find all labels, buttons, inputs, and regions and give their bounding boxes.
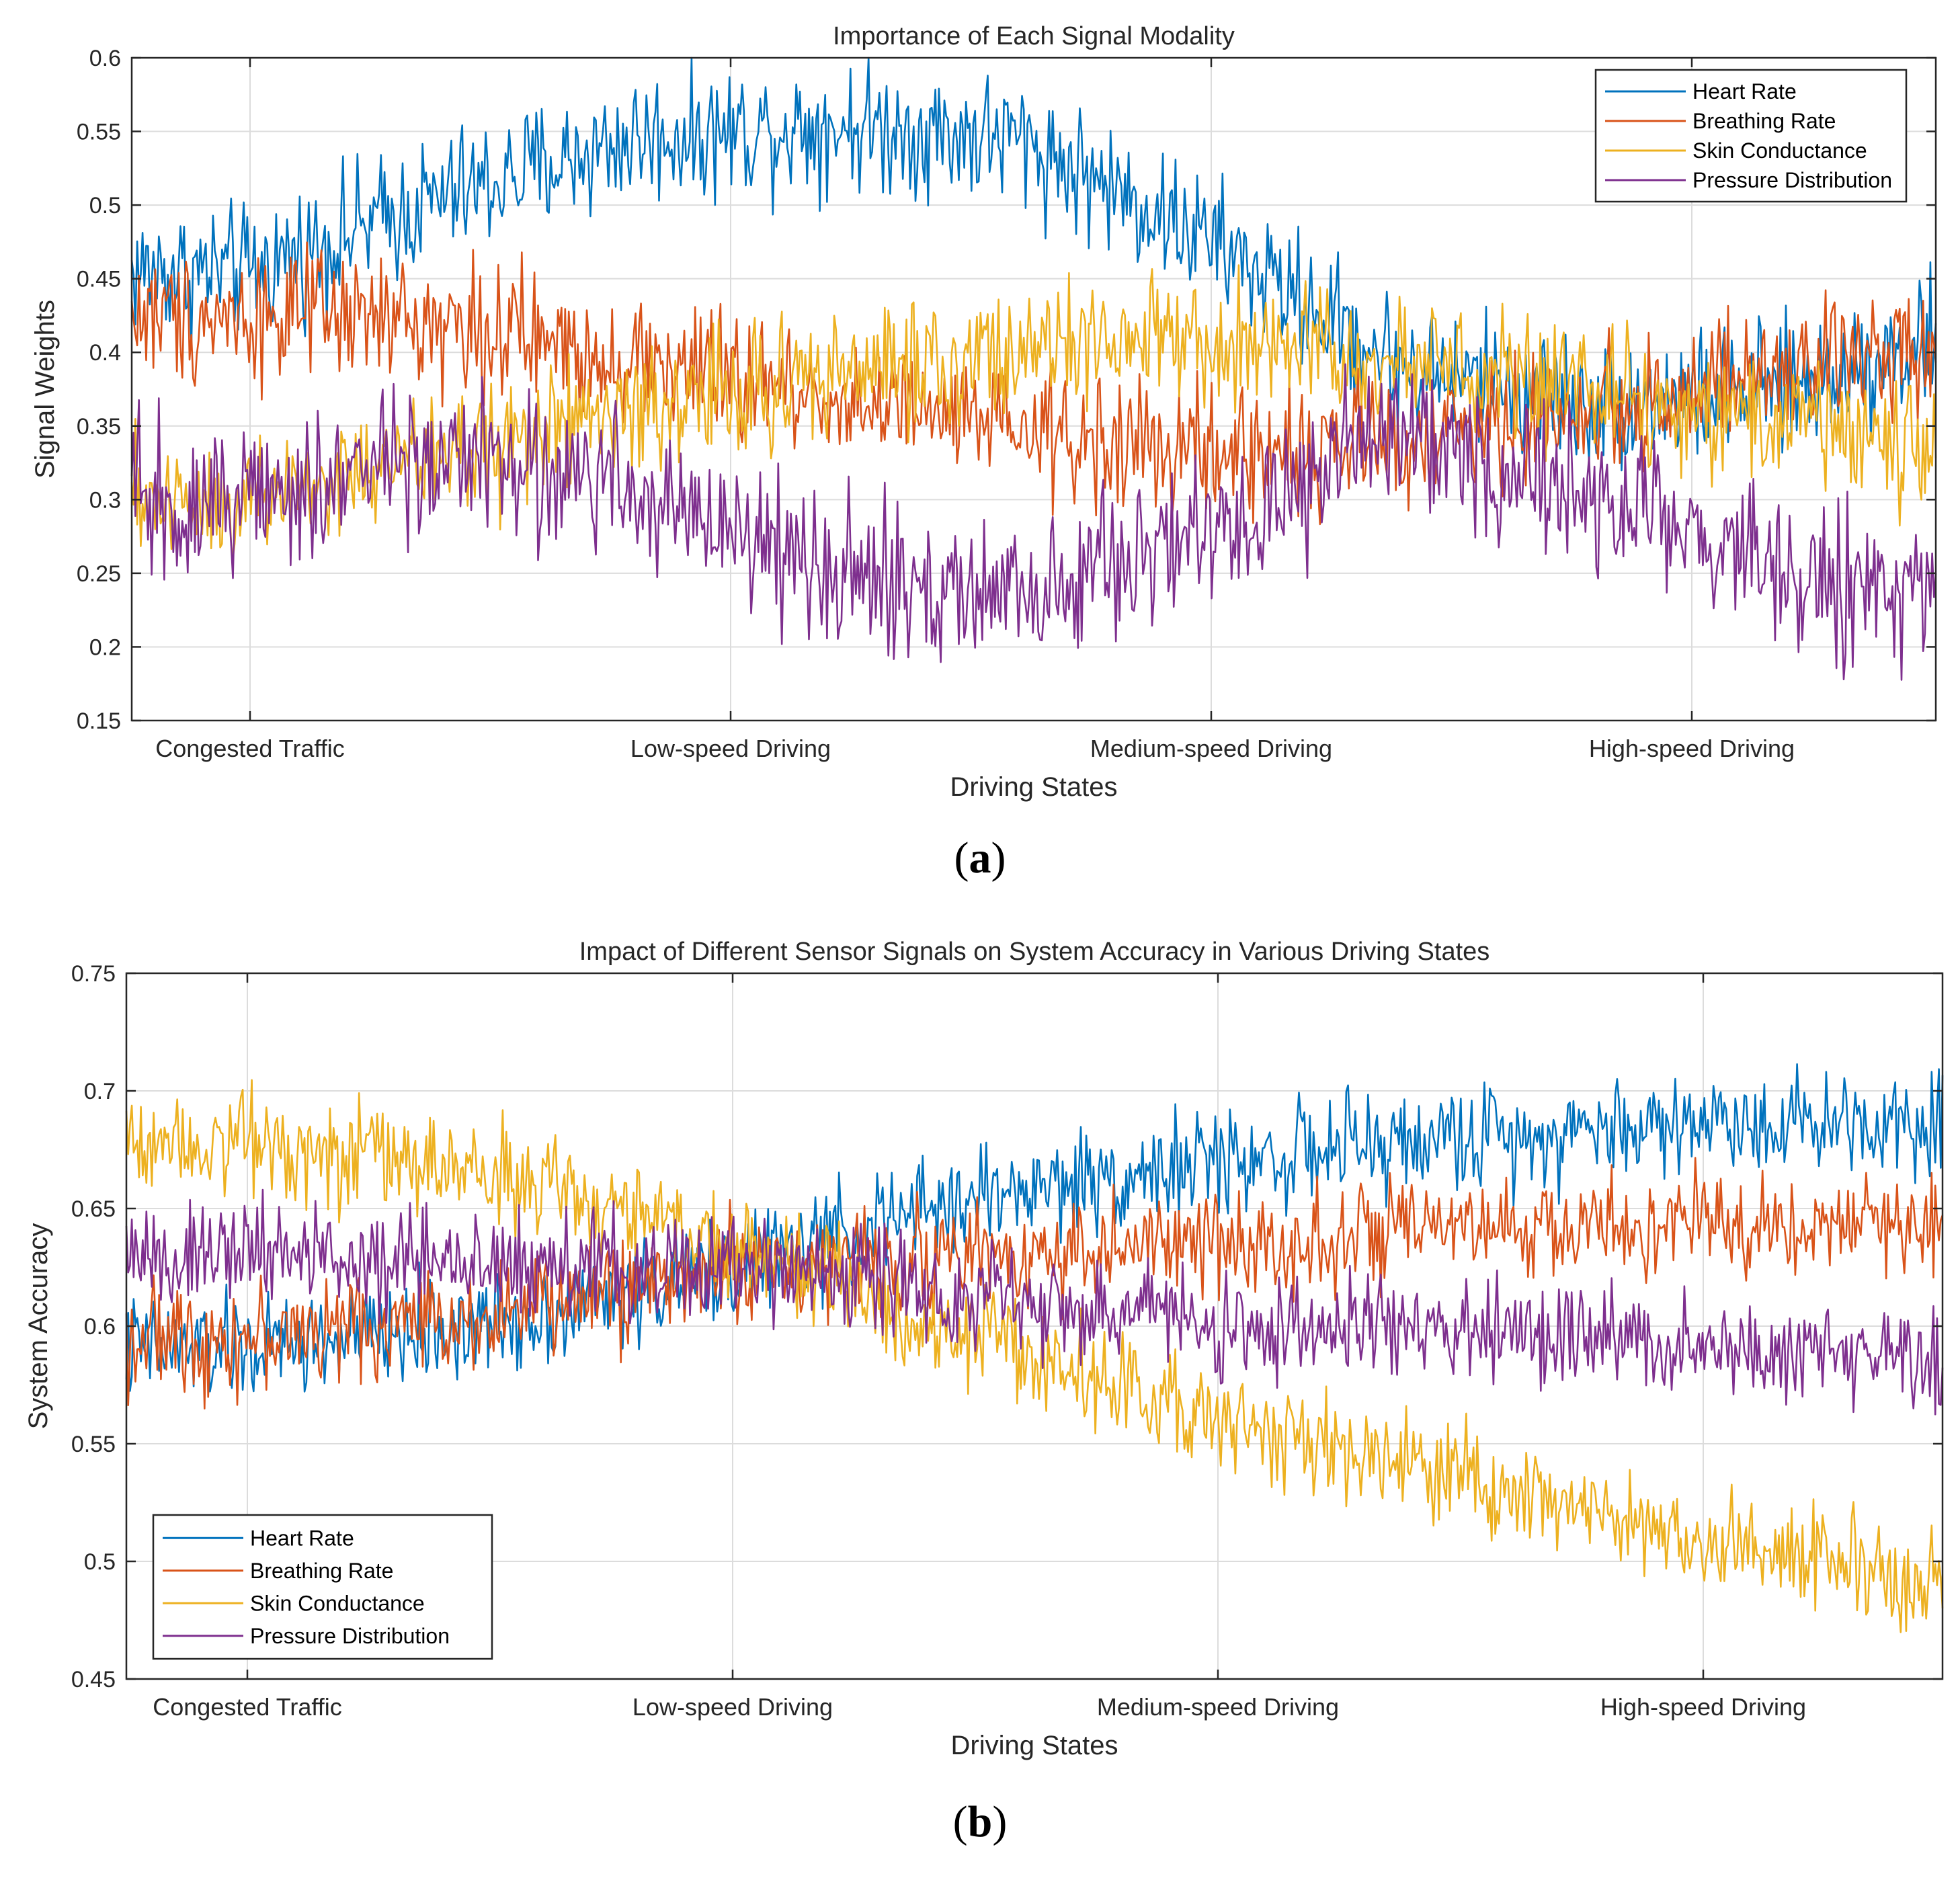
y-tick-label: 0.65 [71, 1196, 116, 1222]
chart-panel-b: 0.45 0.5 0.55 0.6 0.65 0.7 0.75 Congested Traff… [24, 938, 1944, 1846]
legend: Heart Rate Breathing Rate Skin Conductance… [1594, 69, 1908, 203]
y-tick-label: 0.15 [77, 708, 121, 734]
x-tick-label: High-speed Driving [1600, 1693, 1806, 1721]
x-tick-label: Medium-speed Driving [1090, 735, 1332, 762]
y-tick-label: 0.35 [77, 414, 121, 440]
y-tick-label: 0.6 [84, 1314, 116, 1340]
legend: Heart Rate Breathing Rate Skin Conductance… [152, 1514, 493, 1660]
series-line-breathing-rate [130, 241, 1937, 526]
y-tick-label: 0.3 [89, 487, 121, 513]
series-line-breathing-rate [125, 1157, 1944, 1409]
chart-title: Impact of Different Sensor Signals on Sy… [579, 938, 1490, 966]
y-tick-label: 0.7 [84, 1079, 116, 1104]
x-tick-label: Low-speed Driving [632, 1693, 833, 1721]
legend-entry: Pressure Distribution [1692, 168, 1892, 192]
panel-label: (b) [953, 1797, 1008, 1846]
y-tick-label: 0.75 [71, 961, 116, 987]
x-tick-label: Congested Traffic [153, 1693, 342, 1721]
chart-title: Importance of Each Signal Modality [833, 22, 1235, 50]
legend-entry: Skin Conductance [250, 1591, 425, 1615]
y-axis-label: Signal Weights [30, 300, 60, 479]
x-axis-label: Driving States [951, 1731, 1118, 1760]
y-tick-label: 0.55 [71, 1432, 116, 1457]
series-line-skin-conductance [125, 1079, 1944, 1633]
y-tick-label: 0.4 [89, 340, 121, 366]
y-tick-label: 0.25 [77, 561, 121, 587]
y-tick-label: 0.45 [77, 267, 121, 292]
y-tick-label: 0.45 [71, 1667, 116, 1692]
x-tick-label: High-speed Driving [1589, 735, 1795, 762]
y-tick-label: 0.2 [89, 634, 121, 660]
series-line-pressure-distribution [130, 363, 1937, 681]
x-tick-label: Low-speed Driving [630, 735, 831, 762]
y-axis-label: System Accuracy [24, 1223, 53, 1430]
legend-entry: Pressure Distribution [250, 1624, 450, 1648]
legend-entry: Breathing Rate [250, 1559, 393, 1583]
y-tick-label: 0.5 [89, 193, 121, 218]
legend-entry: Skin Conductance [1692, 138, 1867, 163]
legend-entry: Breathing Rate [1692, 109, 1836, 133]
legend-entry: Heart Rate [1692, 79, 1797, 104]
chart-panel-a: 0.15 0.2 0.25 0.3 0.35 0.4 0.45 0.5 0.55 0.6 Conge… [30, 22, 1937, 883]
x-tick-label: Medium-speed Driving [1097, 1693, 1339, 1721]
axes-box [130, 56, 1937, 722]
legend-entry: Heart Rate [250, 1526, 354, 1550]
series-line-pressure-distribution [125, 1188, 1944, 1416]
x-axis-label: Driving States [950, 772, 1118, 802]
y-tick-label: 0.6 [89, 46, 121, 71]
panel-label: (a) [954, 833, 1006, 883]
y-tick-label: 0.5 [84, 1549, 116, 1575]
series-line-skin-conductance [130, 264, 1937, 559]
y-tick-label: 0.55 [77, 120, 121, 145]
x-tick-label: Congested Traffic [155, 735, 345, 762]
